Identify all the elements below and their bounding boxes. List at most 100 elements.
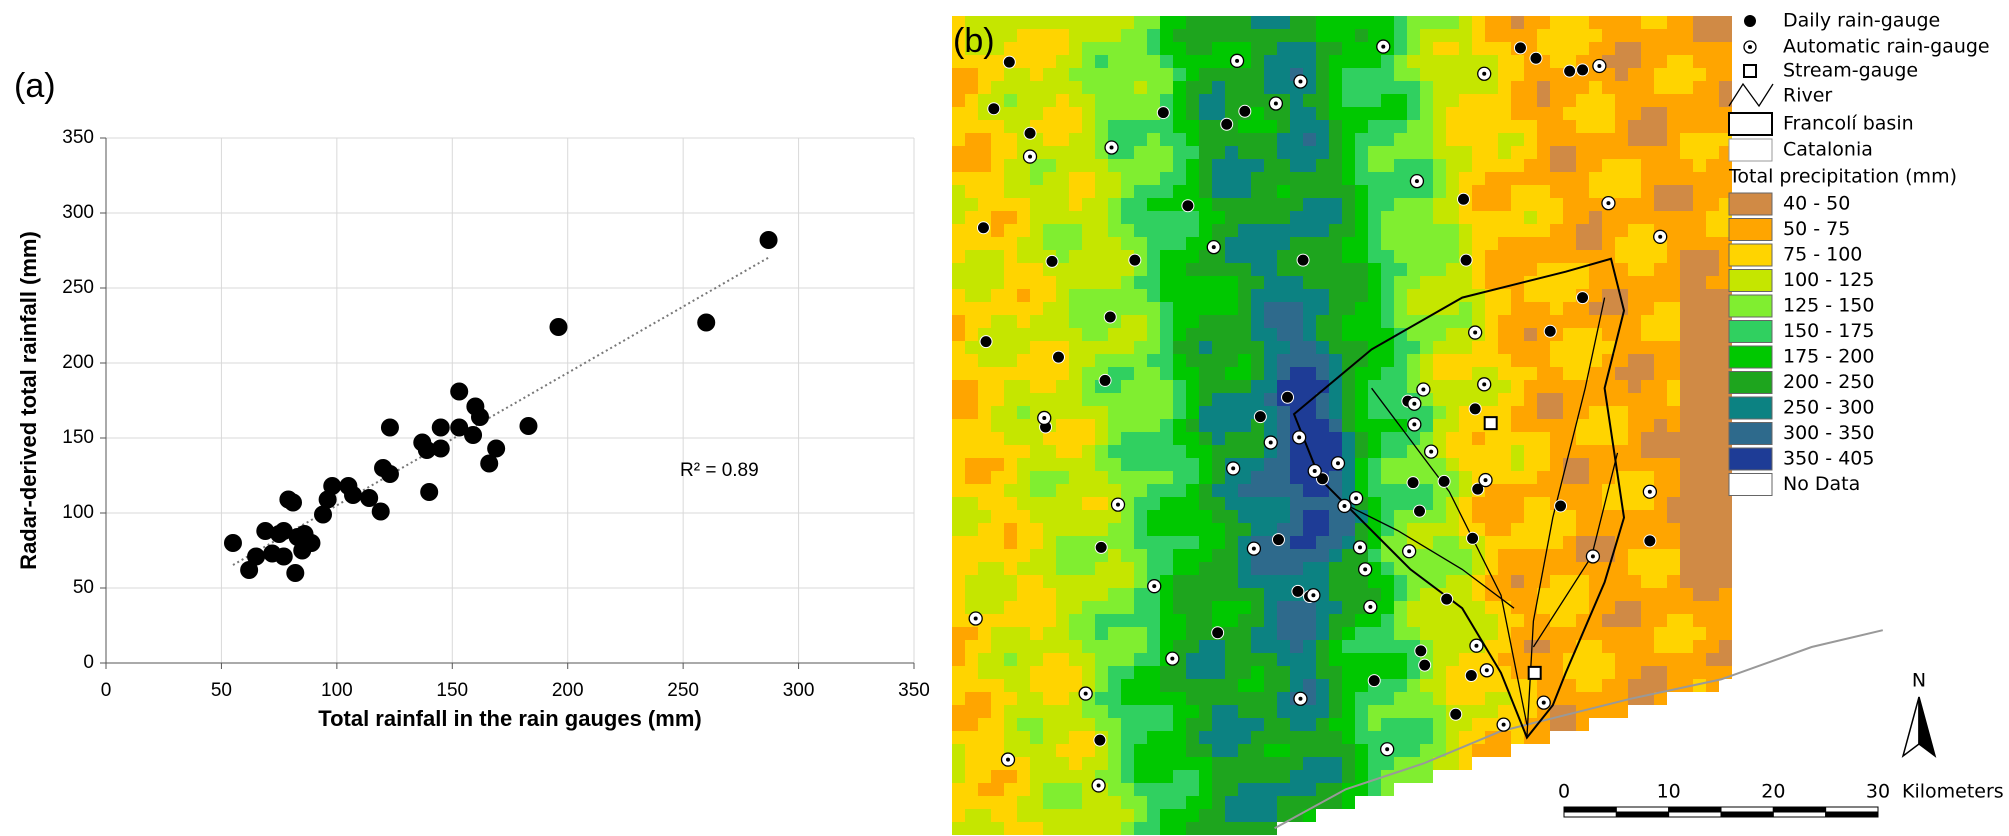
point [420,483,439,501]
daily-rain-gauge [1238,104,1252,118]
map-cell [1186,172,1199,185]
map-cell [1641,406,1654,419]
map-cell [1550,367,1563,380]
map-cell [1069,367,1082,380]
map-cell [1459,224,1472,237]
map-cell [1563,94,1576,107]
map-cell [1303,380,1316,393]
map-cell [1108,770,1121,783]
map-cell [991,55,1004,68]
map-cell [1537,250,1550,263]
map-cell [1199,276,1212,289]
map-cell [1472,458,1485,471]
map-cell [1251,705,1264,718]
map-cell [1407,159,1420,172]
map-cell [1225,367,1238,380]
map-cell [1524,549,1537,562]
map-cell [1225,523,1238,536]
map-cell [1030,16,1043,29]
map-cell [1511,627,1524,640]
map-cell [1160,445,1173,458]
map-cell [1628,406,1641,419]
map-cell [1589,666,1602,679]
map-cell [1173,393,1186,406]
map-cell [1524,354,1537,367]
map-cell [1537,510,1550,523]
map-cell [1147,380,1160,393]
map-cell [1693,640,1706,653]
map-cell [991,627,1004,640]
daily-rain-gauge [1051,350,1065,364]
map-cell [1251,42,1264,55]
map-cell [1472,133,1485,146]
map-cell [1602,16,1615,29]
map-cell [1654,146,1667,159]
map-cell [978,94,991,107]
map-cell [1069,523,1082,536]
daily-rain-gauge [1529,51,1543,65]
map-cell [1355,653,1368,666]
map-cell [1615,705,1628,718]
map-cell [1134,536,1147,549]
map-cell [1641,159,1654,172]
map-cell [1394,705,1407,718]
map-cell [1433,718,1446,731]
map-cell [1355,354,1368,367]
map-cell [1316,575,1329,588]
map-cell [1290,549,1303,562]
map-cell [1238,276,1251,289]
map-cell [1160,718,1173,731]
y-tick-label: 50 [73,577,94,598]
daily-rain-gauge [1094,540,1108,554]
map-cell [1095,94,1108,107]
map-cell [1277,523,1290,536]
map-cell [1199,341,1212,354]
map-cell [1628,601,1641,614]
map-cell [1407,133,1420,146]
map-cell [1082,107,1095,120]
map-cell [1264,237,1277,250]
map-cell [1082,770,1095,783]
map-cell [1082,549,1095,562]
map-cell [1290,107,1303,120]
map-cell [1056,757,1069,770]
map-cell [1030,172,1043,185]
map-cell [1238,809,1251,822]
map-cell [1316,107,1329,120]
map-cell [1056,822,1069,835]
map-cell [1056,640,1069,653]
map-cell [1186,380,1199,393]
map-cell [1173,341,1186,354]
map-cell [1563,692,1576,705]
map-cell [1017,497,1030,510]
map-cell [1238,692,1251,705]
map-cell [1706,224,1719,237]
legend-symbol [1728,138,1773,162]
map-cell [1576,692,1589,705]
map-cell [1576,276,1589,289]
map-cell [1459,81,1472,94]
map-cell [1108,705,1121,718]
map-cell [1134,380,1147,393]
map-cell [1095,159,1108,172]
map-cell [1043,120,1056,133]
map-cell [1446,406,1459,419]
map-cell [1069,185,1082,198]
map-cell [1654,276,1667,289]
map-cell [1667,68,1680,81]
map-cell [965,276,978,289]
map-cell [1316,302,1329,315]
map-cell [1706,198,1719,211]
map-cell [1225,588,1238,601]
map-cell [978,211,991,224]
map-cell [1134,484,1147,497]
map-cell [1459,731,1472,744]
map-cell [1329,133,1342,146]
map-cell [1381,770,1394,783]
map-cell [1485,16,1498,29]
map-cell [1277,107,1290,120]
map-cell [991,172,1004,185]
legend-label: 150 - 175 [1783,320,1874,342]
point [480,454,499,473]
map-cell [1420,16,1433,29]
